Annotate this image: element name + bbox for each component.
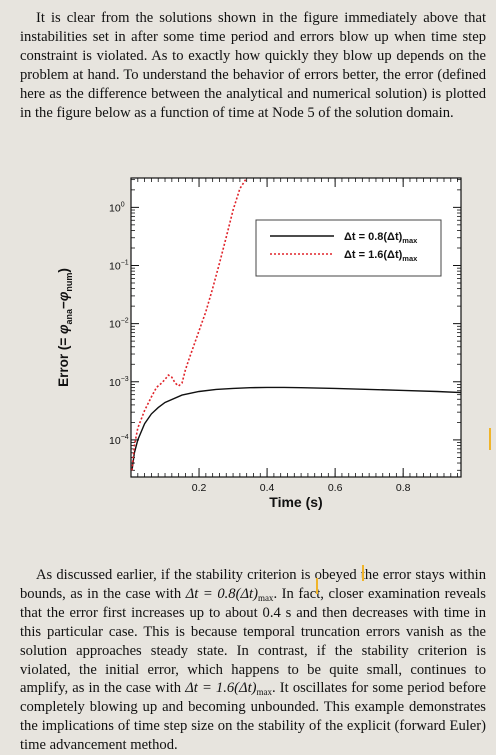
dt-symbol-2: Δt = 1.6(Δt) xyxy=(185,680,257,697)
y-axis-label-prefix: Error (= xyxy=(56,334,71,387)
y-tick-label: 10−3 xyxy=(109,376,129,389)
paragraph-2: As discussed earlier, if the stability c… xyxy=(20,566,486,755)
y-axis-label-sub-num: num xyxy=(64,273,74,292)
text-cursor-marker-3 xyxy=(489,428,491,450)
text-cursor-marker-2 xyxy=(362,565,364,581)
legend-label-1: Δt = 0.8(Δt)max xyxy=(344,231,418,245)
x-axis-label: Time (s) xyxy=(269,494,322,510)
legend-label-sub: max xyxy=(402,254,418,263)
paragraph-2-part-3: . It oscillates for some period before c… xyxy=(20,680,486,754)
legend-box xyxy=(255,219,442,277)
y-tick-label-base: 10 xyxy=(109,202,121,214)
paragraph-2-part-2: . In fact, closer examination reveals th… xyxy=(20,585,486,697)
y-axis-label-minus: − xyxy=(56,301,71,309)
y-axis-label-phi-2: φ xyxy=(56,291,71,301)
y-tick-label-exp: −4 xyxy=(121,434,129,441)
x-tick-label: 0.8 xyxy=(396,482,411,494)
legend-label-main: Δt = 1.6(Δt) xyxy=(344,249,403,261)
x-minor-ticks xyxy=(137,178,458,477)
series-line-1 xyxy=(131,386,461,471)
y-tick-label: 10−2 xyxy=(109,318,129,331)
y-axis-label-sub-ana: ana xyxy=(64,308,74,325)
legend-label-sub: max xyxy=(402,236,418,245)
y-tick-label-exp: 0 xyxy=(121,201,125,208)
y-axis-label-suffix: ) xyxy=(56,268,71,273)
paragraph-1: It is clear from the solutions shown in … xyxy=(20,9,486,122)
y-tick-label-base: 10 xyxy=(109,435,121,447)
x-tick-label: 0.4 xyxy=(260,482,275,494)
y-tick-label-base: 10 xyxy=(109,319,121,331)
y-axis-label: Error (= φana−φnum) xyxy=(56,268,74,387)
text-cursor-marker-1 xyxy=(316,578,318,594)
legend-label-2: Δt = 1.6(Δt)max xyxy=(344,249,418,263)
y-tick-label-base: 10 xyxy=(109,377,121,389)
paragraph-2-part-1: As discussed earlier, if the stability c… xyxy=(20,567,486,602)
paragraph-1-text: It is clear from the solutions shown in … xyxy=(20,10,486,121)
legend-label-main: Δt = 0.8(Δt) xyxy=(344,231,403,243)
y-tick-label-exp: −2 xyxy=(121,318,129,325)
y-tick-label: 100 xyxy=(109,201,125,214)
x-tick-label: 0.2 xyxy=(192,482,207,494)
y-tick-label: 10−4 xyxy=(109,434,129,447)
y-axis-label-phi: φ xyxy=(56,324,71,334)
series-group xyxy=(131,178,461,471)
dt-symbol-1: Δt = 0.8(Δt) xyxy=(185,585,258,602)
max-subscript-2: max xyxy=(256,687,273,698)
y-tick-label: 10−1 xyxy=(109,259,129,272)
max-subscript-1: max xyxy=(257,592,274,603)
y-tick-label-base: 10 xyxy=(109,260,121,272)
x-tick-label: 0.6 xyxy=(328,482,343,494)
y-tick-label-exp: −1 xyxy=(121,259,129,266)
y-tick-label-exp: −3 xyxy=(121,376,129,383)
